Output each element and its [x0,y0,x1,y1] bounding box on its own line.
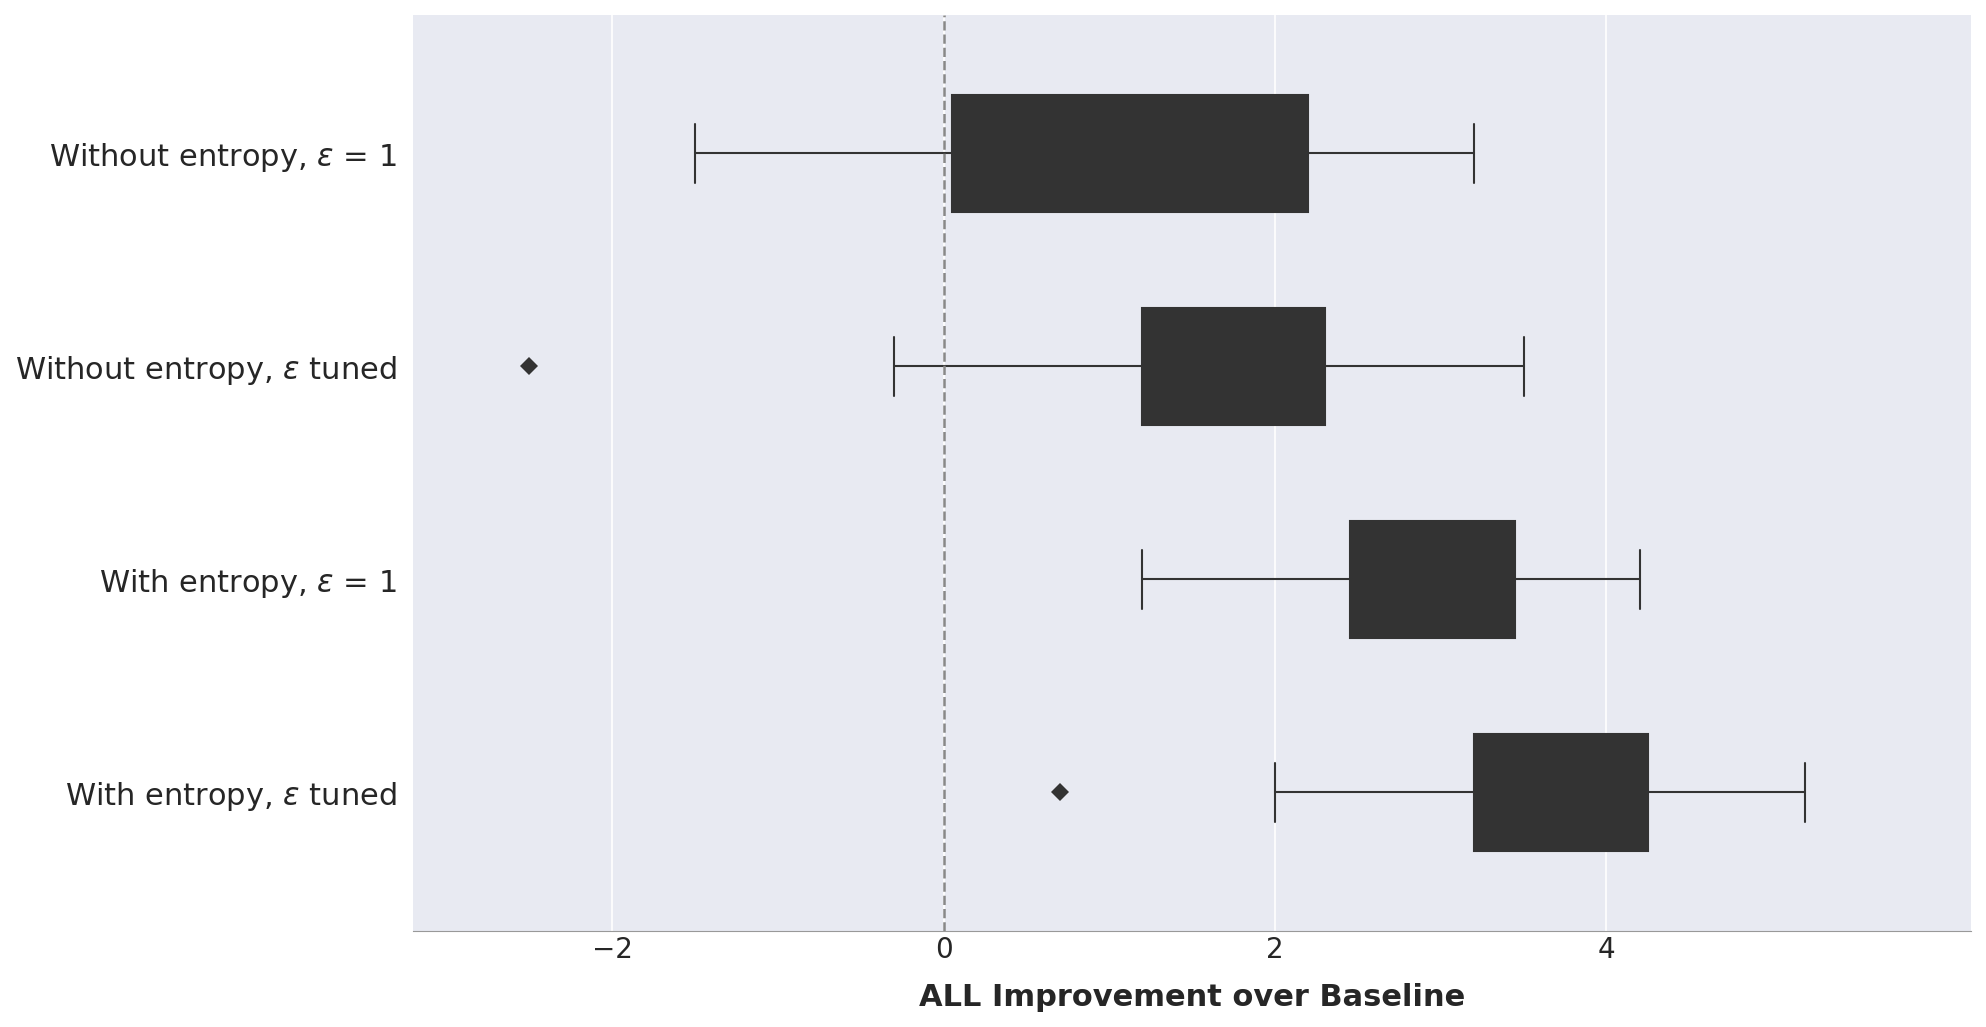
PathPatch shape [951,94,1309,212]
PathPatch shape [1474,733,1648,850]
PathPatch shape [1350,521,1515,638]
X-axis label: ALL Improvement over Baseline: ALL Improvement over Baseline [920,983,1466,1012]
PathPatch shape [1142,308,1325,425]
